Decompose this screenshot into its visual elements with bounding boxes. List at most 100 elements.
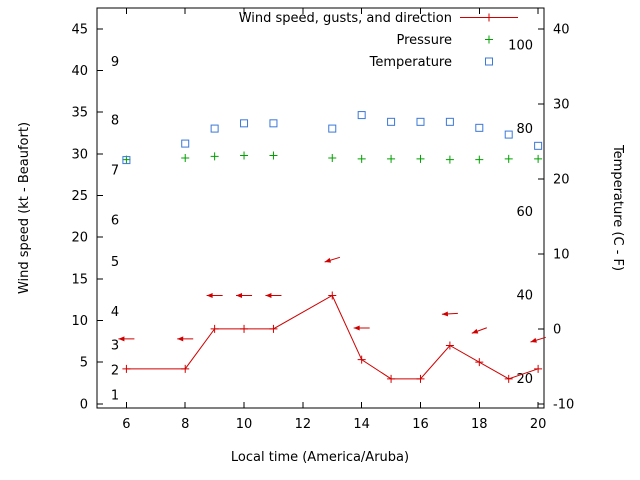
gust-arrow-head: [265, 293, 272, 298]
pressure-point: [210, 152, 219, 161]
temperature-point: [240, 119, 249, 128]
gust-arrow-head: [353, 325, 360, 331]
y-left-tick-label: 15: [71, 272, 88, 287]
beaufort-scale-label: 4: [111, 305, 119, 320]
y-left-tick-label: 20: [71, 231, 88, 246]
x-tick-label: 6: [122, 417, 130, 432]
wind-speed-point: [269, 324, 278, 333]
x-tick-label: 12: [295, 417, 312, 432]
beaufort-scale-label: 2: [111, 364, 119, 379]
x-tick-label: 18: [471, 417, 488, 432]
y-left-tick-label: 0: [80, 397, 88, 412]
pressure-point: [181, 154, 190, 162]
wind-speed-series: [122, 291, 543, 383]
gust-arrow-head: [530, 337, 537, 343]
wind-speed-point: [328, 291, 337, 300]
temperature-point: [445, 117, 454, 126]
gust-arrow-head: [177, 336, 184, 342]
pressure-point: [240, 151, 249, 160]
wind-speed-point: [445, 341, 454, 350]
temperature-point: [181, 139, 190, 148]
pressure-point: [387, 154, 396, 163]
pressure-point: [534, 154, 543, 163]
fahrenheit-scale-label: 100: [508, 39, 533, 54]
left-y-axis-title: Wind speed (kt - Beaufort): [17, 122, 32, 294]
pressure-point: [445, 155, 454, 164]
pressure-point: [357, 154, 366, 163]
x-tick-label: 10: [236, 417, 253, 432]
right-y-axis-title: Temperature (C - F): [610, 144, 625, 271]
temperature-point: [328, 124, 337, 133]
y-left-tick-label: 10: [71, 314, 88, 329]
y-right-tick-label: 0: [553, 322, 561, 337]
temperature-point: [534, 141, 543, 150]
temperature-point: [269, 119, 278, 128]
legend-sample-wind-marker: [485, 13, 493, 22]
wind-speed-point: [357, 355, 366, 364]
beaufort-scale-label: 8: [111, 114, 119, 129]
pressure-point: [269, 151, 278, 160]
fahrenheit-scale-label: 20: [516, 372, 533, 387]
y-left-tick-label: 40: [71, 64, 88, 79]
fahrenheit-scale-label: 40: [516, 289, 533, 304]
legend-label-temperature: Temperature: [369, 55, 452, 70]
temperature-point: [416, 117, 425, 126]
temperature-point: [504, 130, 513, 139]
pressure-point: [504, 154, 513, 163]
legend-label-wind: Wind speed, gusts, and direction: [239, 11, 452, 26]
wind-gust-arrows: [118, 256, 546, 343]
wind-speed-point: [240, 324, 249, 333]
x-axis-title: Local time (America/Aruba): [231, 450, 409, 465]
temperature-point: [210, 124, 219, 133]
fahrenheit-scale-label: 80: [516, 122, 533, 137]
wind-speed-point: [504, 374, 513, 383]
y-left-tick-label: 45: [71, 22, 88, 37]
temperature-point: [475, 123, 484, 132]
gust-arrow-head: [118, 336, 125, 342]
legend-sample-temperature-marker: [485, 57, 493, 66]
gust-arrow-head: [206, 293, 213, 298]
wind-speed-point: [387, 374, 396, 383]
fahrenheit-scale-label: 60: [516, 205, 533, 220]
pressure-point: [328, 154, 337, 162]
pressure-point: [475, 155, 484, 164]
pressure-point: [416, 154, 425, 163]
gust-arrow-head: [471, 328, 479, 334]
wind-speed-point: [475, 358, 484, 367]
wind-speed-line: [126, 294, 539, 380]
beaufort-scale-label: 6: [111, 214, 119, 229]
y-right-tick-label: 40: [553, 22, 570, 37]
y-left-tick-label: 25: [71, 189, 88, 204]
beaufort-scale-label: 5: [111, 255, 119, 270]
wind-speed-point: [416, 374, 425, 383]
x-tick-label: 8: [181, 417, 189, 432]
y-left-tick-label: 30: [71, 147, 88, 162]
temperature-point: [357, 111, 366, 120]
x-tick-label: 16: [412, 417, 429, 432]
y-right-tick-label: 10: [553, 247, 570, 262]
legend-label-pressure: Pressure: [396, 33, 452, 48]
wind-speed-point: [181, 364, 190, 373]
plot-border: [96, 7, 545, 409]
wind-speed-point: [122, 364, 131, 373]
plot-area: 6 8 10 12 14 16 18 20051015202530354045-1001020…: [71, 7, 574, 432]
temperature-point: [122, 156, 131, 165]
temperature-series: [122, 111, 543, 165]
y-left-tick-label: 35: [71, 106, 88, 121]
beaufort-scale-label: 9: [111, 55, 119, 70]
y-right-tick-label: 30: [553, 97, 570, 112]
wind-speed-point: [210, 324, 219, 333]
gust-arrow-head: [324, 257, 332, 263]
beaufort-scale-label: 7: [111, 164, 119, 179]
legend-sample-pressure-marker: [485, 35, 493, 44]
temperature-point: [387, 117, 396, 126]
pressure-series: [122, 151, 543, 164]
gust-arrow-head: [236, 293, 243, 298]
beaufort-scale-label: 1: [111, 389, 119, 404]
x-tick-label: 20: [530, 417, 547, 432]
beaufort-scale-label: 3: [111, 339, 119, 354]
y-left-tick-label: 5: [80, 356, 88, 371]
x-tick-label: 14: [353, 417, 370, 432]
